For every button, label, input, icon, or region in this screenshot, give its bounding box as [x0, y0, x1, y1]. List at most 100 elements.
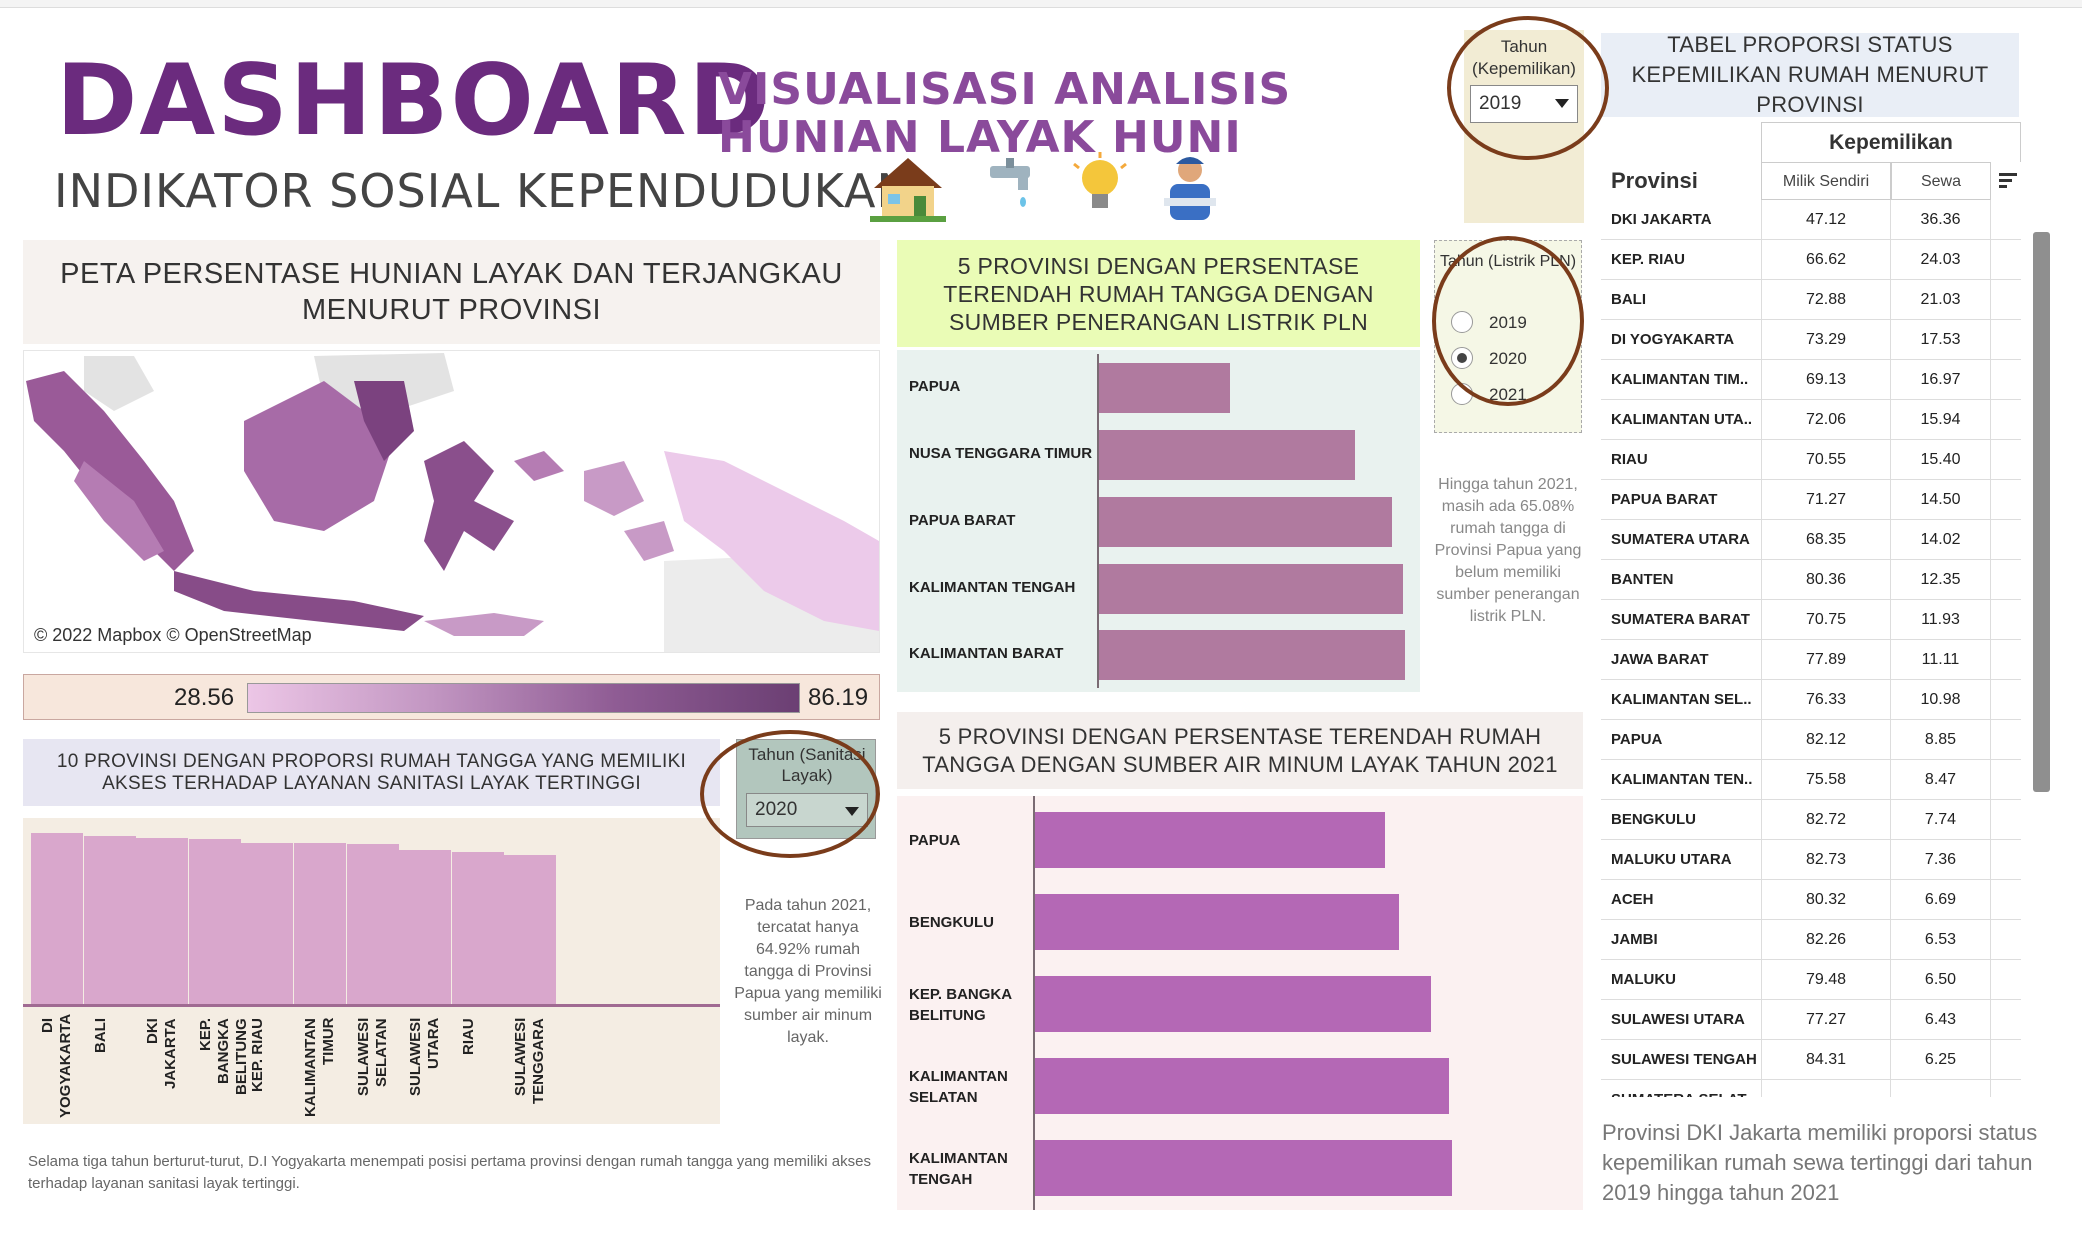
- table-body: DKI JAKARTA 47.12 36.36 KEP. RIAU 66.62 24.03…: [1601, 200, 2021, 1097]
- cell-sewa: 12.35: [1891, 560, 1991, 600]
- cell-milik-sendiri: 80.36: [1761, 560, 1891, 600]
- sanitasi-bar-chart[interactable]: DI YOGYAKARTA BALI DKI JAKARTA KEP. BANGKA …: [23, 818, 720, 1124]
- table-row[interactable]: KEP. RIAU 66.62 24.03: [1601, 240, 2021, 280]
- cell-milik-sendiri: 75.58: [1761, 760, 1891, 800]
- sanitasi-bar[interactable]: [83, 835, 136, 1004]
- air-category-label: KALIMANTAN TENGAH: [909, 1150, 1008, 1188]
- cell-sewa: [1891, 1080, 1991, 1097]
- cell-provinsi: JAMBI: [1611, 931, 1658, 948]
- pln-category-label: PAPUA BARAT: [909, 512, 1016, 529]
- column-header-sewa[interactable]: Sewa: [1891, 162, 1991, 200]
- column-header-milik-sendiri[interactable]: Milik Sendiri: [1761, 162, 1891, 200]
- table-row[interactable]: KALIMANTAN SEL.. 76.33 10.98: [1601, 680, 2021, 720]
- pln-bar[interactable]: [1099, 430, 1356, 480]
- cell-sewa: 6.53: [1891, 920, 1991, 960]
- cell-provinsi: SUMATERA UTARA: [1611, 531, 1750, 548]
- legend-gradient: [247, 683, 800, 713]
- sanitasi-bar[interactable]: [346, 843, 399, 1004]
- cell-provinsi: JAWA BARAT: [1611, 651, 1709, 668]
- kepemilikan-table[interactable]: Kepemilikan Provinsi Milik Sendiri Sewa …: [1601, 120, 2031, 1097]
- table-row[interactable]: DKI JAKARTA 47.12 36.36: [1601, 200, 2021, 240]
- table-row[interactable]: BALI 72.88 21.03: [1601, 280, 2021, 320]
- table-row[interactable]: RIAU 70.55 15.40: [1601, 440, 2021, 480]
- cell-provinsi: SUMATERA BARAT: [1611, 611, 1750, 628]
- sanitasi-category-label: SULAWESI UTARA: [407, 1018, 443, 1097]
- cell-sewa: 11.93: [1891, 600, 1991, 640]
- sanitasi-x-axis: [23, 1004, 720, 1007]
- pln-bar[interactable]: [1099, 630, 1405, 680]
- table-row[interactable]: MALUKU UTARA 82.73 7.36: [1601, 840, 2021, 880]
- table-row[interactable]: DI YOGYAKARTA 73.29 17.53: [1601, 320, 2021, 360]
- sanitasi-bar[interactable]: [451, 852, 504, 1004]
- table-row[interactable]: SUMATERA BARAT 70.75 11.93: [1601, 600, 2021, 640]
- cell-provinsi: PAPUA: [1611, 731, 1663, 748]
- cell-provinsi: KALIMANTAN TEN..: [1611, 771, 1753, 788]
- province-map[interactable]: © 2022 Mapbox © OpenStreetMap: [23, 350, 880, 653]
- table-row[interactable]: PAPUA BARAT 71.27 14.50: [1601, 480, 2021, 520]
- cell-provinsi: BENGKULU: [1611, 811, 1696, 828]
- cell-provinsi: SUMATERA SELAT..: [1611, 1080, 1761, 1097]
- cell-milik-sendiri: 72.88: [1761, 280, 1891, 320]
- sanitasi-category-label: DI YOGYAKARTA: [39, 1013, 74, 1118]
- cell-sewa: 7.74: [1891, 800, 1991, 840]
- cell-provinsi: MALUKU UTARA: [1611, 851, 1732, 868]
- cell-milik-sendiri: 82.73: [1761, 840, 1891, 880]
- table-row[interactable]: JAMBI 82.26 6.53: [1601, 920, 2021, 960]
- sanitasi-chart-title: 10 PROVINSI DENGAN PROPORSI RUMAH TANGGA…: [23, 739, 720, 806]
- air-y-axis: [1033, 796, 1035, 1210]
- cell-sewa: 36.36: [1891, 200, 1991, 240]
- column-header-provinsi[interactable]: Provinsi: [1611, 168, 1698, 193]
- sanitasi-bar[interactable]: [241, 842, 294, 1004]
- table-row[interactable]: KALIMANTAN TIM.. 69.13 16.97: [1601, 360, 2021, 400]
- subtitle-line-1: VISUALISASI ANALISIS: [718, 64, 1292, 115]
- table-row[interactable]: SUMATERA SELAT..: [1601, 1080, 2021, 1097]
- table-row[interactable]: JAWA BARAT 77.89 11.11: [1601, 640, 2021, 680]
- pln-note: Hingga tahun 2021, masih ada 65.08% ruma…: [1434, 476, 1582, 625]
- air-chart-title: 5 PROVINSI DENGAN PERSENTASE TERENDAH RU…: [897, 712, 1583, 789]
- cell-sewa: 11.11: [1891, 640, 1991, 680]
- sanitasi-bar[interactable]: [399, 850, 452, 1004]
- air-bar[interactable]: [1035, 1140, 1452, 1196]
- table-row[interactable]: KALIMANTAN TEN.. 75.58 8.47: [1601, 760, 2021, 800]
- cell-provinsi: PAPUA BARAT: [1611, 491, 1718, 508]
- table-row[interactable]: BENGKULU 82.72 7.74: [1601, 800, 2021, 840]
- pln-bar-chart[interactable]: PAPUA NUSA TENGGARA TIMUR PAPUA BARAT KALIM…: [897, 350, 1420, 692]
- cell-milik-sendiri: 82.12: [1761, 720, 1891, 760]
- air-category-label: KEP. BANGKA BELITUNG: [909, 986, 1012, 1024]
- table-row[interactable]: BANTEN 80.36 12.35: [1601, 560, 2021, 600]
- sanitasi-bar[interactable]: [31, 833, 83, 1004]
- pln-bar[interactable]: [1099, 497, 1393, 547]
- worker-icon: [1164, 157, 1216, 220]
- cell-milik-sendiri: [1761, 1080, 1891, 1097]
- map-legend: 28.56 86.19: [23, 674, 880, 720]
- table-row[interactable]: ACEH 80.32 6.69: [1601, 880, 2021, 920]
- air-bar[interactable]: [1035, 1058, 1449, 1114]
- air-bar-chart[interactable]: PAPUA BENGKULU KEP. BANGKA BELITUNG KALIMAN…: [897, 796, 1583, 1210]
- air-bar[interactable]: [1035, 812, 1386, 868]
- map-credit[interactable]: © 2022 Mapbox © OpenStreetMap: [34, 625, 312, 645]
- table-row[interactable]: KALIMANTAN UTA.. 72.06 15.94: [1601, 400, 2021, 440]
- table-row[interactable]: SUMATERA UTARA 68.35 14.02: [1601, 520, 2021, 560]
- cell-milik-sendiri: 66.62: [1761, 240, 1891, 280]
- pln-bar[interactable]: [1099, 363, 1231, 413]
- cell-sewa: 8.47: [1891, 760, 1991, 800]
- table-scrollbar[interactable]: [2033, 232, 2050, 792]
- sanitasi-bar[interactable]: [136, 837, 189, 1004]
- sanitasi-bar[interactable]: [294, 843, 346, 1004]
- air-bar[interactable]: [1035, 976, 1431, 1032]
- sanitasi-bar[interactable]: [504, 854, 557, 1004]
- table-row[interactable]: PAPUA 82.12 8.85: [1601, 720, 2021, 760]
- table-row[interactable]: SULAWESI UTARA 77.27 6.43: [1601, 1000, 2021, 1040]
- sanitasi-category-label: KEP. BANGKA BELITUNG: [196, 1018, 250, 1095]
- sanitasi-category-label: SULAWESI TENGGARA: [512, 1018, 548, 1104]
- highlight-ring-sanitasi: [700, 730, 880, 858]
- pln-bar[interactable]: [1099, 564, 1404, 614]
- air-category-label: KALIMANTAN SELATAN: [909, 1068, 1008, 1106]
- table-row[interactable]: MALUKU 79.48 6.50: [1601, 960, 2021, 1000]
- table-row[interactable]: SULAWESI TENGAH 84.31 6.25: [1601, 1040, 2021, 1080]
- cell-provinsi: BALI: [1611, 291, 1646, 308]
- dashboard-tagline: INDIKATOR SOSIAL KEPENDUDUKAN: [54, 164, 912, 218]
- sanitasi-bar[interactable]: [188, 839, 241, 1004]
- air-bar[interactable]: [1035, 894, 1399, 950]
- sort-icon[interactable]: [1997, 170, 2019, 192]
